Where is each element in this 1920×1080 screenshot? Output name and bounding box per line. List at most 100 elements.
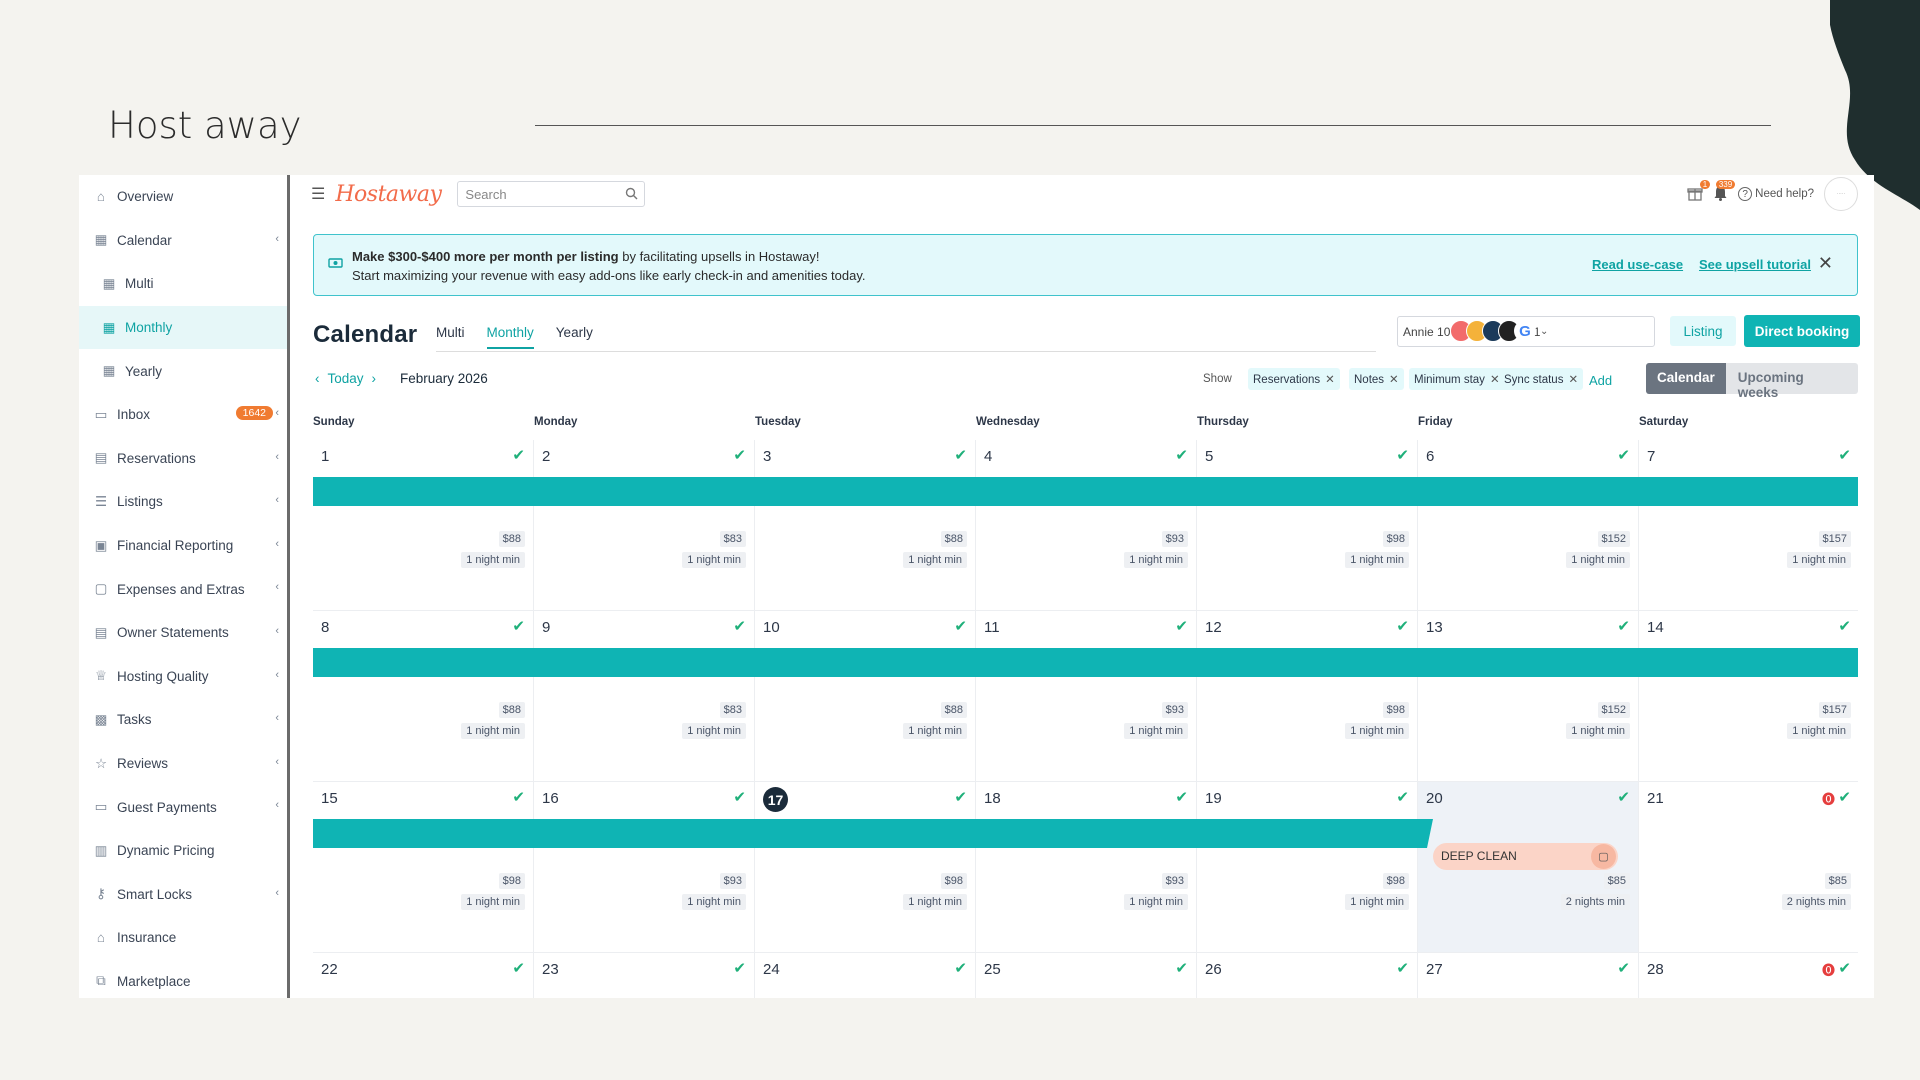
- today-button[interactable]: Today: [327, 371, 364, 386]
- chevron-icon[interactable]: ‹: [275, 406, 279, 419]
- nightly-price: $152: [1597, 702, 1630, 718]
- day-cell[interactable]: 3 ✔ $88 1 night min: [755, 440, 976, 611]
- sidebar-item-insurance[interactable]: ⌂ Insurance: [79, 916, 287, 960]
- filter-notes[interactable]: Notes ✕: [1349, 368, 1404, 390]
- user-avatar[interactable]: ·····: [1824, 177, 1858, 211]
- prev-month-icon[interactable]: ‹: [315, 371, 320, 386]
- sidebar-item-marketplace[interactable]: ⧉ Marketplace: [79, 960, 287, 998]
- chevron-icon[interactable]: ‹: [275, 494, 279, 507]
- sidebar-item-inbox[interactable]: ▭ Inbox 1642 ‹: [79, 393, 287, 437]
- sidebar-item-guest-payments[interactable]: ▭ Guest Payments ‹: [79, 785, 287, 829]
- chevron-icon[interactable]: ‹: [275, 537, 279, 550]
- tab-yearly[interactable]: Yearly: [555, 325, 593, 340]
- upcoming-weeks-button[interactable]: Upcoming weeks: [1725, 363, 1858, 400]
- sidebar-item-owner-statements[interactable]: ▤ Owner Statements ‹: [79, 611, 287, 655]
- day-cell[interactable]: 14 ✔ $157 1 night min: [1639, 611, 1858, 782]
- remove-filter-icon[interactable]: ✕: [1325, 374, 1335, 386]
- day-cell[interactable]: 22 ✔: [313, 953, 534, 998]
- day-cell[interactable]: 10 ✔ $88 1 night min: [755, 611, 976, 782]
- chevron-icon[interactable]: ‹: [275, 232, 279, 245]
- sidebar-item-label: Reviews: [117, 756, 169, 772]
- close-icon[interactable]: ✕: [1817, 253, 1833, 273]
- reservation-bar[interactable]: [313, 477, 1858, 506]
- sidebar-item-reviews[interactable]: ☆ Reviews ‹: [79, 742, 287, 786]
- sidebar-item-financial-reporting[interactable]: ▣ Financial Reporting ‹: [79, 524, 287, 568]
- search-input[interactable]: Search: [457, 181, 646, 207]
- day-cell[interactable]: 1 ✔ $88 1 night min: [313, 440, 534, 611]
- sidebar-item-overview[interactable]: ⌂ Overview: [79, 175, 287, 219]
- day-cell[interactable]: 26 ✔: [1197, 953, 1418, 998]
- help-link[interactable]: ? Need help?: [1738, 187, 1814, 201]
- day-cell[interactable]: 12 ✔ $98 1 night min: [1197, 611, 1418, 782]
- day-cell[interactable]: 8 ✔ $88 1 night min: [313, 611, 534, 782]
- day-cell[interactable]: 27 ✔: [1418, 953, 1639, 998]
- sidebar-item-listings[interactable]: ☰ Listings ‹: [79, 480, 287, 524]
- calendar-view-button[interactable]: Calendar: [1646, 363, 1726, 394]
- warning-icon[interactable]: ⓿: [1821, 792, 1835, 807]
- deep-clean-task[interactable]: DEEP CLEAN ▢: [1433, 843, 1618, 870]
- remove-filter-icon[interactable]: ✕: [1568, 374, 1579, 386]
- calendar-icon: ▦: [102, 275, 116, 291]
- day-cell[interactable]: 21 ✔ ⓿ $85 2 nights min: [1639, 782, 1858, 953]
- chevron-icon[interactable]: ‹: [275, 668, 279, 681]
- filter-minimum-stay[interactable]: Minimum stay ✕: [1409, 368, 1505, 390]
- sidebar-item-monthly[interactable]: ▦ Monthly: [79, 305, 287, 350]
- next-month-icon[interactable]: ›: [371, 371, 377, 386]
- chevron-icon[interactable]: ‹: [275, 886, 279, 899]
- chevron-icon[interactable]: ‹: [275, 450, 279, 463]
- remove-filter-icon[interactable]: ✕: [1389, 374, 1399, 386]
- blocks-icon: ⧉: [96, 973, 106, 989]
- sidebar-item-tasks[interactable]: ▩ Tasks ‹: [79, 698, 287, 742]
- sidebar-item-hosting-quality[interactable]: ♕ Hosting Quality ‹: [79, 655, 287, 699]
- day-cell[interactable]: 11 ✔ $93 1 night min: [976, 611, 1197, 782]
- direct-booking-button[interactable]: Direct booking: [1744, 315, 1860, 347]
- chevron-icon[interactable]: ‹: [275, 712, 279, 725]
- tab-monthly[interactable]: Monthly: [486, 325, 534, 349]
- listing-button[interactable]: Listing: [1670, 316, 1736, 346]
- day-cell[interactable]: 4 ✔ $93 1 night min: [976, 440, 1197, 611]
- sidebar-item-multi[interactable]: ▦ Multi: [79, 262, 287, 306]
- day-cell[interactable]: 28 ✔ ⓿: [1639, 953, 1858, 998]
- day-cell[interactable]: 16 ✔ $93 1 night min: [534, 782, 755, 953]
- sidebar-item-yearly[interactable]: ▦ Yearly: [79, 349, 287, 393]
- day-cell[interactable]: 18 ✔ $93 1 night min: [976, 782, 1197, 953]
- day-cell[interactable]: 23 ✔: [534, 953, 755, 998]
- filter-sync-status[interactable]: Sync status ✕: [1499, 368, 1584, 390]
- chevron-icon[interactable]: ‹: [275, 581, 279, 594]
- menu-icon[interactable]: ☰: [311, 186, 326, 203]
- sidebar-item-calendar[interactable]: ▦ Calendar ‹: [79, 219, 287, 263]
- chevron-icon[interactable]: ‹: [275, 624, 279, 637]
- day-cell[interactable]: 15 ✔ $98 1 night min: [313, 782, 534, 953]
- filter-reservations[interactable]: Reservations ✕: [1248, 368, 1340, 390]
- sidebar-item-smart-locks[interactable]: ⚷ Smart Locks ‹: [79, 873, 287, 917]
- add-filter-link[interactable]: Add: [1589, 373, 1613, 388]
- upsell-tutorial-link[interactable]: See upsell tutorial: [1699, 257, 1811, 272]
- gift-icon[interactable]: 1: [1687, 179, 1711, 204]
- note-icon[interactable]: ▢: [1591, 844, 1616, 869]
- sidebar-item-reservations[interactable]: ▤ Reservations ‹: [79, 437, 287, 481]
- day-cell[interactable]: 7 ✔ $157 1 night min: [1639, 440, 1858, 611]
- sidebar-item-dynamic-pricing[interactable]: ▥ Dynamic Pricing: [79, 829, 287, 873]
- reservation-bar[interactable]: [313, 819, 1433, 848]
- chevron-icon[interactable]: ‹: [275, 799, 279, 812]
- day-cell[interactable]: 17 ✔ $98 1 night min: [755, 782, 976, 953]
- day-cell[interactable]: 13 ✔ $152 1 night min: [1418, 611, 1639, 782]
- bell-icon[interactable]: 339: [1713, 179, 1736, 204]
- day-cell[interactable]: 19 ✔ $98 1 night min: [1197, 782, 1418, 953]
- day-cell[interactable]: 25 ✔: [976, 953, 1197, 998]
- warning-icon[interactable]: ⓿: [1821, 963, 1835, 978]
- day-cell[interactable]: 5 ✔ $98 1 night min: [1197, 440, 1418, 611]
- read-use-case-link[interactable]: Read use-case: [1592, 257, 1684, 272]
- day-cell[interactable]: 24 ✔: [755, 953, 976, 998]
- sidebar-item-expenses-and-extras[interactable]: ▢ Expenses and Extras ‹: [79, 567, 287, 611]
- day-cell[interactable]: 20 ✔ $85 2 nights min DEEP CLEAN ▢: [1418, 782, 1639, 953]
- chevron-icon[interactable]: ‹: [275, 755, 279, 768]
- day-cell[interactable]: 6 ✔ $152 1 night min: [1418, 440, 1639, 611]
- hostaway-logo[interactable]: Hostaway: [335, 181, 442, 207]
- tab-multi[interactable]: Multi: [436, 325, 465, 340]
- search-icon: [626, 187, 638, 200]
- remove-filter-icon[interactable]: ✕: [1489, 374, 1500, 386]
- day-cell[interactable]: 9 ✔ $83 1 night min: [534, 611, 755, 782]
- reservation-bar[interactable]: [313, 648, 1858, 677]
- day-cell[interactable]: 2 ✔ $83 1 night min: [534, 440, 755, 611]
